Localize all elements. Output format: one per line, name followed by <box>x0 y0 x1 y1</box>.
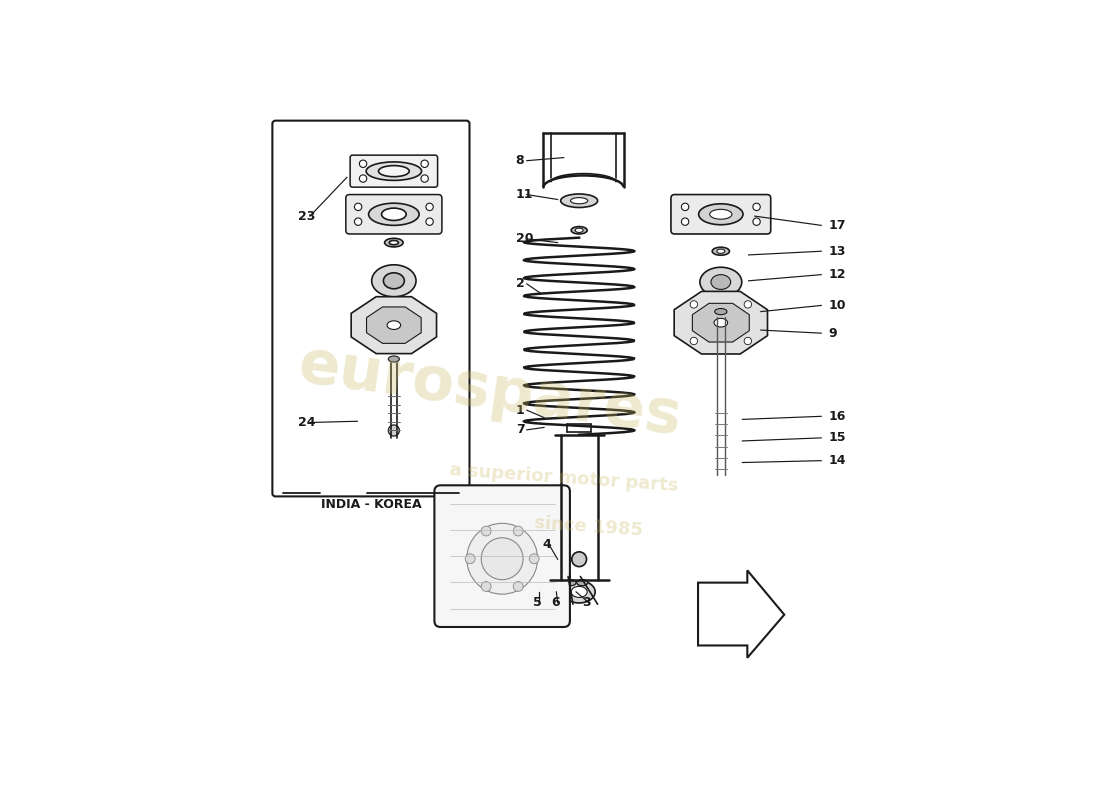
Ellipse shape <box>571 586 587 598</box>
Circle shape <box>421 175 428 182</box>
Circle shape <box>354 203 362 210</box>
Circle shape <box>465 554 475 564</box>
Ellipse shape <box>561 194 597 207</box>
Circle shape <box>690 338 697 345</box>
Circle shape <box>514 582 524 591</box>
Text: eurospares: eurospares <box>295 335 685 448</box>
FancyBboxPatch shape <box>345 194 442 234</box>
Circle shape <box>360 160 366 167</box>
Circle shape <box>360 175 366 182</box>
Circle shape <box>681 203 689 210</box>
Ellipse shape <box>368 203 419 226</box>
FancyBboxPatch shape <box>273 121 470 496</box>
Ellipse shape <box>715 309 727 314</box>
FancyBboxPatch shape <box>671 194 771 234</box>
Text: 4: 4 <box>542 538 551 551</box>
Ellipse shape <box>382 208 406 221</box>
Polygon shape <box>674 291 768 354</box>
Ellipse shape <box>372 265 416 297</box>
Text: 15: 15 <box>828 431 846 444</box>
Text: 5: 5 <box>532 596 541 609</box>
Text: 1: 1 <box>516 404 525 417</box>
Ellipse shape <box>571 226 587 234</box>
Circle shape <box>354 218 362 226</box>
Circle shape <box>681 218 689 226</box>
Ellipse shape <box>698 204 742 225</box>
Polygon shape <box>692 303 749 342</box>
Text: 8: 8 <box>516 154 525 167</box>
Circle shape <box>481 582 491 591</box>
Ellipse shape <box>388 356 399 362</box>
Text: 13: 13 <box>828 245 846 258</box>
Ellipse shape <box>572 552 586 566</box>
FancyBboxPatch shape <box>434 486 570 627</box>
Polygon shape <box>366 307 421 343</box>
Text: 24: 24 <box>298 416 315 429</box>
Text: 17: 17 <box>828 219 846 232</box>
Ellipse shape <box>378 166 409 177</box>
Text: 6: 6 <box>551 596 560 609</box>
Ellipse shape <box>388 425 399 436</box>
Ellipse shape <box>700 267 741 297</box>
Text: INDIA - KOREA: INDIA - KOREA <box>320 498 421 511</box>
Polygon shape <box>351 297 437 354</box>
Text: since 1985: since 1985 <box>534 514 644 540</box>
Ellipse shape <box>384 273 405 289</box>
Polygon shape <box>698 570 784 658</box>
Text: 10: 10 <box>828 299 846 312</box>
Ellipse shape <box>712 247 729 255</box>
Circle shape <box>752 218 760 226</box>
Text: 16: 16 <box>828 410 846 423</box>
Ellipse shape <box>565 579 576 586</box>
Ellipse shape <box>717 249 725 254</box>
Circle shape <box>752 203 760 210</box>
Ellipse shape <box>714 318 727 327</box>
Ellipse shape <box>711 274 730 290</box>
Text: 3: 3 <box>582 596 591 609</box>
Circle shape <box>514 526 524 536</box>
Ellipse shape <box>481 538 524 580</box>
Ellipse shape <box>571 198 587 204</box>
Ellipse shape <box>710 210 732 219</box>
Text: a superior motor parts: a superior motor parts <box>449 461 679 495</box>
Circle shape <box>481 526 491 536</box>
Circle shape <box>690 301 697 308</box>
Circle shape <box>421 160 428 167</box>
Text: 11: 11 <box>516 188 534 201</box>
Circle shape <box>426 218 433 226</box>
Text: 2: 2 <box>516 278 525 290</box>
Ellipse shape <box>575 228 583 233</box>
Circle shape <box>529 554 539 564</box>
Circle shape <box>744 338 751 345</box>
Ellipse shape <box>389 241 398 245</box>
Text: 7: 7 <box>516 423 525 436</box>
Text: 20: 20 <box>516 233 534 246</box>
Text: 14: 14 <box>828 454 846 467</box>
Ellipse shape <box>387 321 400 330</box>
Ellipse shape <box>366 162 421 180</box>
Text: 23: 23 <box>298 210 315 222</box>
Ellipse shape <box>385 238 403 247</box>
Circle shape <box>426 203 433 210</box>
FancyBboxPatch shape <box>350 155 438 187</box>
Ellipse shape <box>466 523 538 594</box>
Text: 12: 12 <box>828 268 846 281</box>
Text: 9: 9 <box>828 326 837 340</box>
Ellipse shape <box>576 579 587 586</box>
Ellipse shape <box>563 581 595 603</box>
Circle shape <box>744 301 751 308</box>
